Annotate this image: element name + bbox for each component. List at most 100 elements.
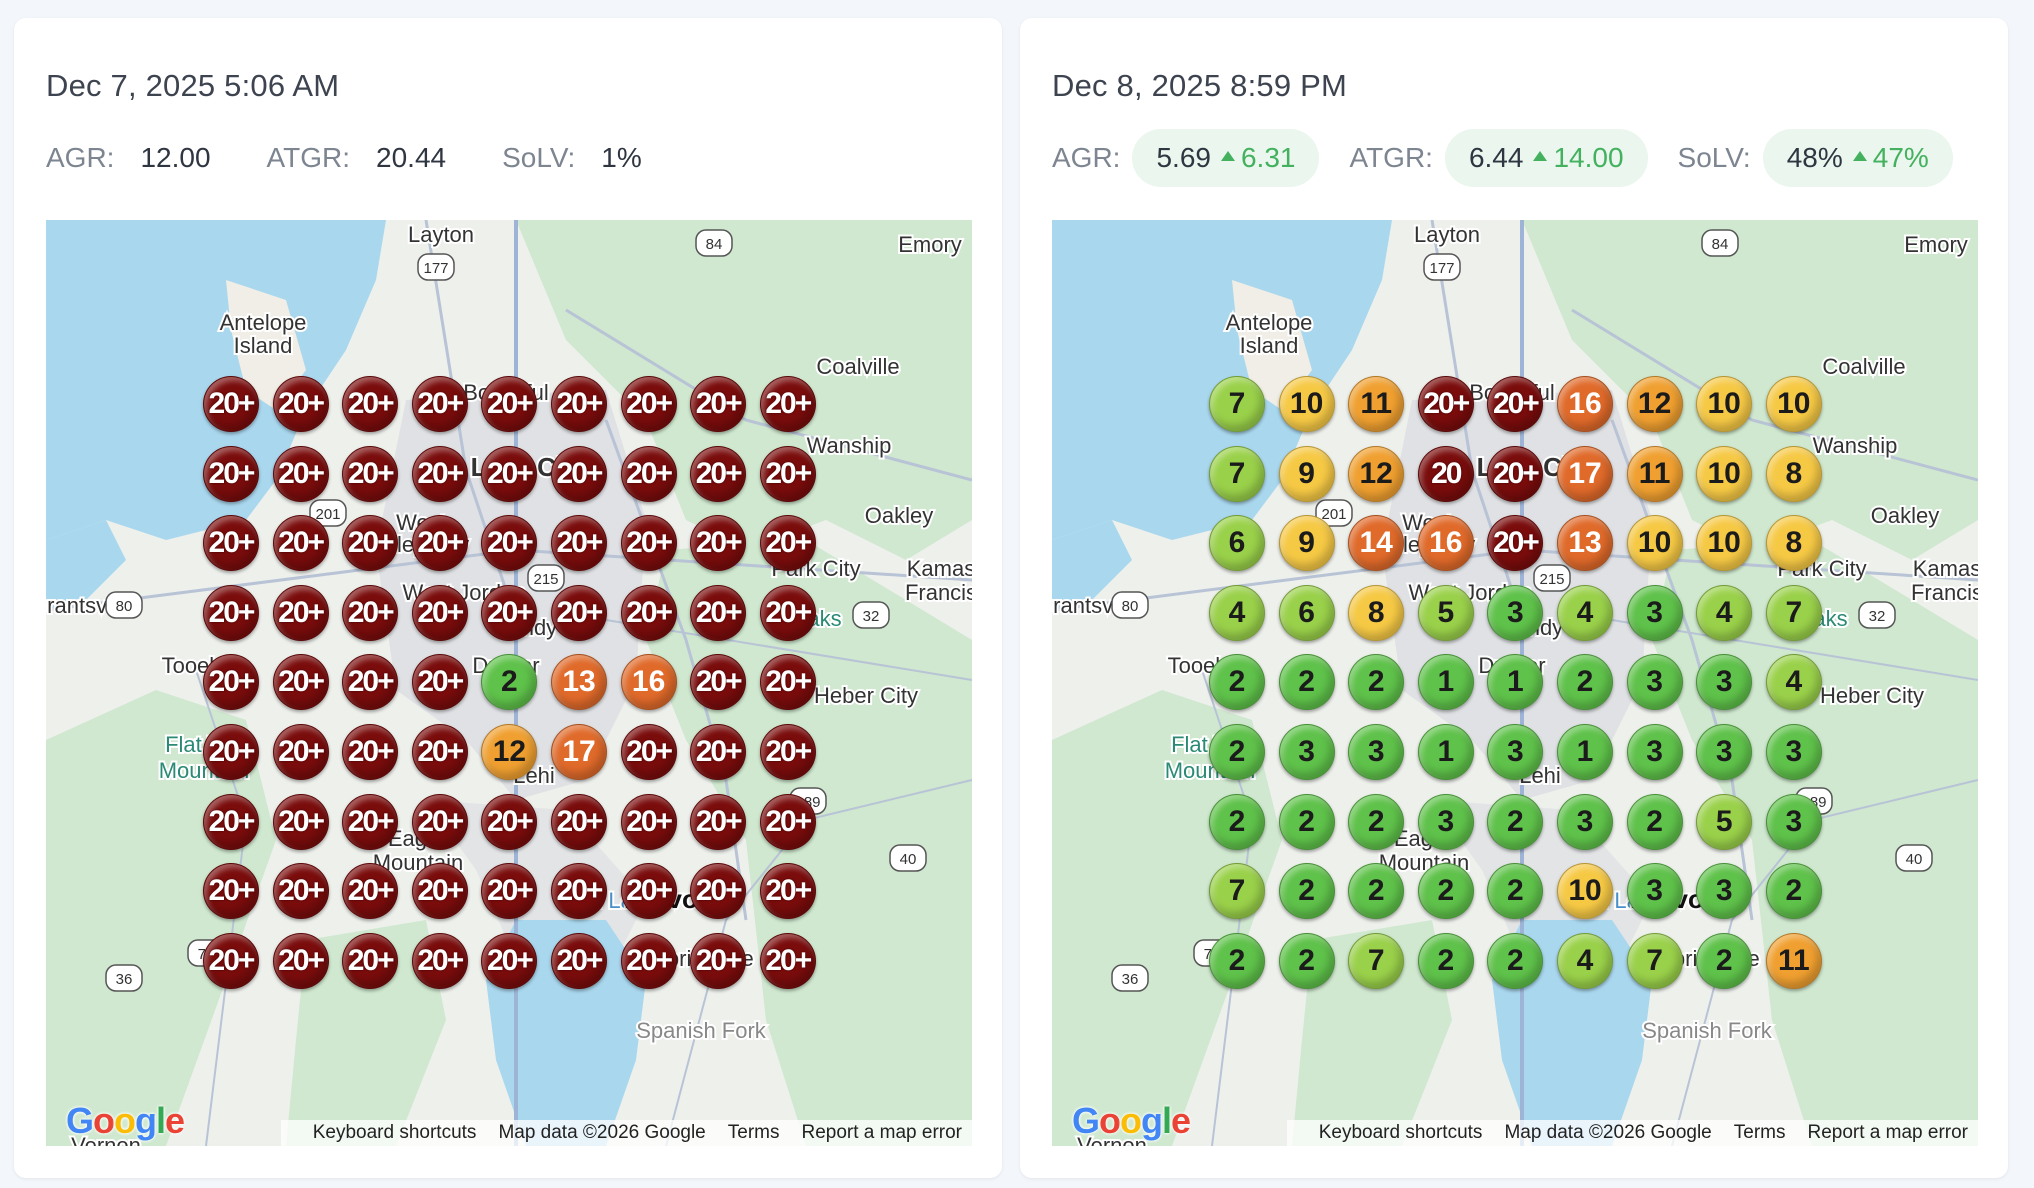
- rank-pin[interactable]: 20+: [759, 863, 816, 920]
- rank-pin[interactable]: 20+: [551, 584, 607, 641]
- rank-pin[interactable]: 10: [1278, 376, 1335, 432]
- rank-pin[interactable]: 1: [1417, 654, 1474, 711]
- rank-grid-map[interactable]: LaytonEmoryAntelopeIslandBountifulCoalvi…: [46, 220, 972, 1146]
- rank-pin[interactable]: 20+: [411, 863, 468, 920]
- rank-pin[interactable]: 14: [1348, 515, 1405, 572]
- rank-pin[interactable]: 20+: [690, 724, 747, 780]
- rank-pin[interactable]: 20+: [620, 863, 677, 920]
- rank-pin[interactable]: 20+: [1487, 515, 1544, 572]
- report-map-error-link[interactable]: Report a map error: [1807, 1122, 1968, 1143]
- rank-pin[interactable]: 20+: [551, 932, 607, 989]
- rank-pin[interactable]: 20+: [759, 793, 816, 850]
- rank-pin[interactable]: 12: [1348, 445, 1405, 502]
- rank-pin[interactable]: 17: [551, 724, 607, 780]
- rank-pin[interactable]: 3: [1348, 724, 1405, 780]
- rank-pin[interactable]: 8: [1765, 515, 1822, 572]
- rank-pin[interactable]: 20+: [342, 584, 399, 641]
- rank-pin[interactable]: 3: [1557, 793, 1613, 850]
- rank-pin[interactable]: 20+: [411, 932, 468, 989]
- rank-pin[interactable]: 20+: [272, 515, 329, 572]
- rank-pin[interactable]: 20+: [1487, 376, 1544, 432]
- rank-pin[interactable]: 20+: [272, 932, 329, 989]
- rank-pin[interactable]: 20+: [551, 445, 607, 502]
- rank-pin[interactable]: 20+: [620, 445, 677, 502]
- rank-pin[interactable]: 20+: [481, 793, 538, 850]
- rank-pin[interactable]: 2: [481, 654, 538, 711]
- rank-pin[interactable]: 20+: [481, 376, 538, 432]
- rank-pin[interactable]: 20+: [272, 445, 329, 502]
- rank-pin[interactable]: 2: [1209, 724, 1265, 780]
- rank-pin[interactable]: 12: [481, 724, 538, 780]
- rank-pin[interactable]: 20+: [342, 724, 399, 780]
- rank-pin[interactable]: 4: [1557, 584, 1613, 641]
- rank-pin[interactable]: 20+: [1487, 445, 1544, 502]
- rank-pin[interactable]: 20+: [690, 515, 747, 572]
- rank-pin[interactable]: 4: [1696, 584, 1753, 641]
- rank-pin[interactable]: 20+: [1417, 376, 1474, 432]
- rank-pin[interactable]: 10: [1557, 863, 1613, 920]
- rank-pin[interactable]: 20+: [272, 724, 329, 780]
- rank-pin[interactable]: 6: [1278, 584, 1335, 641]
- rank-pin[interactable]: 20+: [481, 932, 538, 989]
- rank-pin[interactable]: 3: [1626, 724, 1683, 780]
- rank-pin[interactable]: 3: [1487, 584, 1544, 641]
- rank-pin[interactable]: 1: [1557, 724, 1613, 780]
- rank-pin[interactable]: 2: [1417, 863, 1474, 920]
- rank-pin[interactable]: 20+: [342, 445, 399, 502]
- rank-pin[interactable]: 20+: [272, 793, 329, 850]
- rank-pin[interactable]: 20+: [690, 654, 747, 711]
- rank-pin[interactable]: 13: [551, 654, 607, 711]
- report-map-error-link[interactable]: Report a map error: [801, 1122, 962, 1143]
- rank-pin[interactable]: 20+: [690, 793, 747, 850]
- rank-pin[interactable]: 20+: [203, 932, 259, 989]
- rank-pin[interactable]: 16: [1417, 515, 1474, 572]
- rank-pin[interactable]: 20+: [551, 376, 607, 432]
- rank-pin[interactable]: 2: [1348, 654, 1405, 711]
- rank-pin[interactable]: 2: [1487, 932, 1544, 989]
- rank-pin[interactable]: 20+: [690, 932, 747, 989]
- rank-pin[interactable]: 2: [1209, 793, 1265, 850]
- rank-pin[interactable]: 7: [1348, 932, 1405, 989]
- rank-pin[interactable]: 20+: [620, 376, 677, 432]
- rank-pin[interactable]: 20+: [620, 724, 677, 780]
- rank-pin[interactable]: 1: [1417, 724, 1474, 780]
- rank-pin[interactable]: 20+: [759, 932, 816, 989]
- rank-pin[interactable]: 20+: [620, 793, 677, 850]
- rank-pin[interactable]: 20+: [411, 654, 468, 711]
- rank-pin[interactable]: 7: [1209, 376, 1265, 432]
- rank-pin[interactable]: 20+: [203, 515, 259, 572]
- rank-pin[interactable]: 20+: [203, 584, 259, 641]
- rank-pin[interactable]: 20+: [342, 515, 399, 572]
- rank-pin[interactable]: 2: [1417, 932, 1474, 989]
- rank-pin[interactable]: 10: [1626, 515, 1683, 572]
- rank-pin[interactable]: 2: [1487, 793, 1544, 850]
- rank-pin[interactable]: 3: [1278, 724, 1335, 780]
- rank-pin[interactable]: 2: [1209, 932, 1265, 989]
- rank-pin[interactable]: 4: [1209, 584, 1265, 641]
- rank-pin[interactable]: 20+: [203, 445, 259, 502]
- rank-pin[interactable]: 3: [1765, 793, 1822, 850]
- rank-pin[interactable]: 20+: [411, 584, 468, 641]
- rank-pin[interactable]: 16: [620, 654, 677, 711]
- rank-pin[interactable]: 20+: [272, 584, 329, 641]
- rank-pin[interactable]: 4: [1765, 654, 1822, 711]
- rank-pin[interactable]: 2: [1557, 654, 1613, 711]
- rank-pin[interactable]: 20+: [620, 932, 677, 989]
- rank-pin[interactable]: 20+: [481, 584, 538, 641]
- rank-pin[interactable]: 7: [1765, 584, 1822, 641]
- rank-pin[interactable]: 20+: [272, 376, 329, 432]
- rank-pin[interactable]: 20+: [620, 584, 677, 641]
- rank-pin[interactable]: 11: [1765, 932, 1822, 989]
- rank-pin[interactable]: 2: [1278, 793, 1335, 850]
- rank-pin[interactable]: 7: [1209, 445, 1265, 502]
- rank-pin[interactable]: 20+: [272, 863, 329, 920]
- rank-pin[interactable]: 20+: [759, 584, 816, 641]
- rank-pin[interactable]: 7: [1209, 863, 1265, 920]
- rank-pin[interactable]: 20+: [759, 724, 816, 780]
- rank-pin[interactable]: 20+: [272, 654, 329, 711]
- keyboard-shortcuts-link[interactable]: Keyboard shortcuts: [1318, 1122, 1483, 1143]
- rank-pin[interactable]: 3: [1696, 654, 1753, 711]
- rank-pin[interactable]: 12: [1626, 376, 1683, 432]
- rank-pin[interactable]: 3: [1626, 863, 1683, 920]
- rank-pin[interactable]: 2: [1348, 863, 1405, 920]
